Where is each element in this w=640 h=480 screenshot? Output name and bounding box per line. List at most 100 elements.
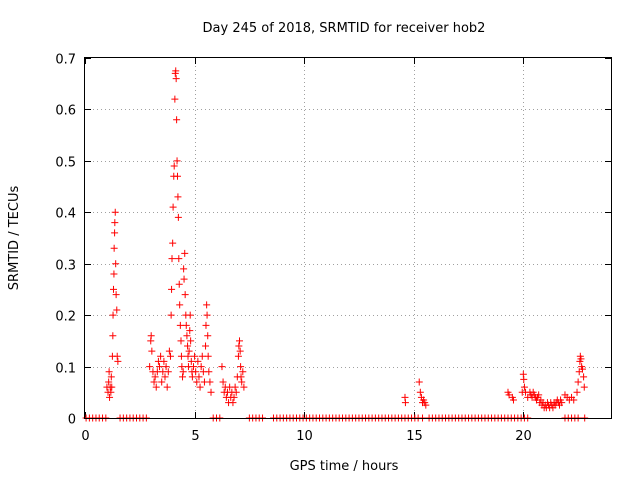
data-point-marker [169, 203, 177, 211]
data-point-marker [196, 383, 204, 391]
data-point-marker [163, 383, 171, 391]
data-point-marker [167, 311, 175, 319]
data-point-marker [111, 229, 119, 237]
data-point-marker [237, 363, 245, 371]
data-point-marker [236, 337, 244, 345]
data-point-marker [112, 291, 120, 299]
data-point-marker [105, 368, 113, 376]
data-point-marker [156, 363, 164, 371]
data-point-marker [146, 363, 154, 371]
y-tick-label: 0.2 [55, 310, 76, 325]
data-point-marker [172, 67, 180, 75]
data-point-marker [173, 157, 181, 165]
data-point-marker [174, 193, 182, 201]
data-point-marker [148, 347, 156, 355]
data-point-marker [165, 347, 173, 355]
data-point-marker [206, 378, 214, 386]
data-point-marker [113, 306, 121, 314]
chart-title: Day 245 of 2018, SRMTID for receiver hob… [203, 21, 486, 36]
data-point-marker [580, 373, 588, 381]
data-point-marker [112, 260, 120, 268]
data-point-marker [219, 378, 227, 386]
data-points [82, 67, 589, 422]
data-point-marker [198, 352, 206, 360]
y-tick-label: 0.1 [55, 362, 76, 377]
data-point-marker [151, 373, 159, 381]
data-point-marker [105, 378, 113, 386]
data-point-marker [107, 373, 115, 381]
data-point-marker [229, 399, 237, 407]
data-point-marker [180, 275, 188, 283]
x-axis-label: GPS time / hours [290, 459, 399, 474]
data-point-marker [416, 388, 424, 396]
data-point-marker [109, 285, 117, 293]
data-point-marker [203, 311, 211, 319]
x-tick-label: 5 [191, 429, 199, 444]
data-point-marker [191, 352, 199, 360]
data-point-marker [172, 75, 180, 83]
data-point-marker [166, 352, 174, 360]
data-point-marker [194, 357, 202, 365]
data-point-marker [110, 270, 118, 278]
y-tick-label: 0.4 [55, 207, 76, 222]
data-point-marker [184, 342, 192, 350]
data-point-marker [204, 352, 212, 360]
data-point-marker [164, 368, 172, 376]
y-tick-label: 0.5 [55, 156, 76, 171]
data-point-marker [205, 368, 213, 376]
data-point-marker [232, 388, 240, 396]
data-point-marker [202, 342, 210, 350]
data-point-marker [173, 172, 181, 180]
data-point-marker [168, 285, 176, 293]
data-point-marker [177, 337, 185, 345]
data-point-marker [147, 332, 155, 340]
data-point-marker [238, 378, 246, 386]
data-point-marker [577, 355, 585, 363]
data-point-marker [509, 396, 517, 404]
data-point-marker [422, 401, 430, 409]
data-point-marker [114, 357, 122, 365]
data-point-marker [187, 357, 195, 365]
data-point-marker [175, 255, 183, 263]
data-point-marker [179, 368, 187, 376]
data-point-marker [185, 347, 193, 355]
data-point-marker [152, 383, 160, 391]
plot-frame [84, 57, 612, 419]
data-point-marker [203, 301, 211, 309]
data-point-marker [109, 332, 117, 340]
data-point-marker [180, 265, 188, 273]
axis-ticks [85, 58, 611, 419]
data-point-marker [579, 365, 587, 373]
y-tick-label: 0.6 [55, 104, 76, 119]
data-point-marker [181, 249, 189, 257]
data-point-marker [161, 373, 169, 381]
y-tick-labels: 0 0.1 0.2 0.3 0.4 0.5 0.6 0.7 [55, 53, 76, 428]
data-point-marker [176, 321, 184, 329]
data-point-marker [110, 244, 118, 252]
data-point-marker [535, 391, 543, 399]
data-point-marker [109, 311, 117, 319]
data-point-marker [188, 373, 196, 381]
y-tick-label: 0.3 [55, 259, 76, 274]
y-tick-label: 0.7 [55, 53, 76, 68]
data-point-marker [111, 219, 119, 227]
x-tick-label: 20 [515, 429, 532, 444]
data-point-marker [173, 116, 181, 124]
data-point-marker [160, 357, 168, 365]
data-point-marker [415, 378, 423, 386]
data-point-marker [235, 342, 243, 350]
data-point-marker [230, 393, 238, 401]
data-point-marker [174, 213, 182, 221]
data-point-marker [178, 363, 186, 371]
data-point-marker [183, 332, 191, 340]
data-point-marker [558, 399, 566, 407]
y-tick-label: 0 [68, 413, 76, 428]
data-point-marker [195, 373, 203, 381]
data-point-marker [171, 95, 179, 103]
x-tick-label: 15 [406, 429, 423, 444]
data-point-marker [193, 378, 201, 386]
x-tick-labels: 0 5 10 15 20 [81, 429, 531, 444]
data-point-marker [237, 373, 245, 381]
data-point-marker [189, 363, 197, 371]
data-point-marker [179, 373, 187, 381]
